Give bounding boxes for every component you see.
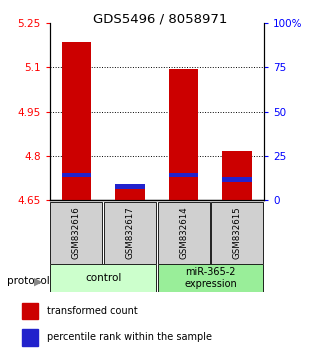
Text: GSM832614: GSM832614 — [179, 206, 188, 259]
Bar — [104, 202, 156, 264]
Bar — [51, 264, 156, 292]
Text: percentile rank within the sample: percentile rank within the sample — [47, 332, 212, 342]
Bar — [158, 202, 210, 264]
Text: miR-365-2
expression: miR-365-2 expression — [184, 267, 237, 289]
Bar — [62, 173, 91, 177]
Bar — [211, 202, 263, 264]
Bar — [115, 187, 145, 200]
Bar — [222, 177, 252, 182]
Bar — [62, 42, 91, 200]
Bar — [158, 264, 263, 292]
Bar — [169, 173, 198, 177]
Bar — [22, 303, 38, 319]
Text: control: control — [85, 273, 121, 283]
Bar — [169, 69, 198, 200]
Bar — [222, 151, 252, 200]
Bar — [22, 329, 38, 346]
Text: GDS5496 / 8058971: GDS5496 / 8058971 — [93, 12, 227, 25]
Text: GSM832616: GSM832616 — [72, 206, 81, 259]
Text: GSM832615: GSM832615 — [233, 206, 242, 259]
Text: ▶: ▶ — [34, 276, 42, 286]
Bar — [115, 184, 145, 189]
Text: protocol: protocol — [7, 276, 50, 286]
Text: transformed count: transformed count — [47, 306, 137, 316]
Text: GSM832617: GSM832617 — [125, 206, 134, 259]
Bar — [51, 202, 102, 264]
